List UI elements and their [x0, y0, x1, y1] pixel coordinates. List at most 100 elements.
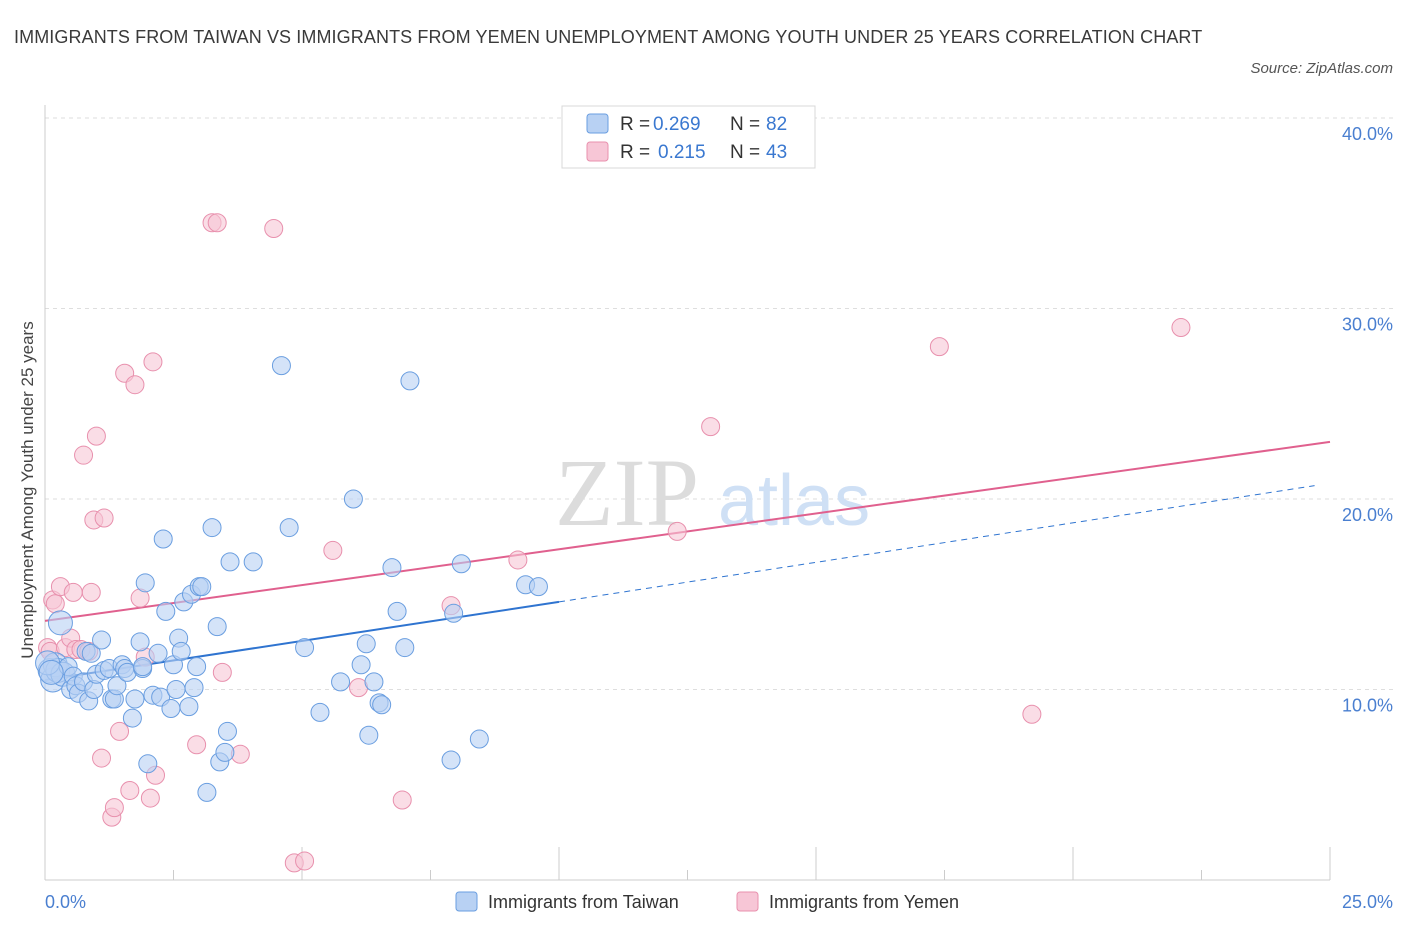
point-taiwan-73	[400, 371, 420, 391]
point-taiwan-60	[295, 638, 315, 658]
legend-swatch-yemen	[586, 141, 609, 162]
point-taiwan-57	[243, 552, 263, 572]
point-taiwan-50	[197, 782, 217, 802]
gridlines	[45, 117, 1393, 690]
point-taiwan-77	[469, 729, 489, 749]
y-tick-label-1: 20.0%	[1342, 505, 1393, 525]
point-taiwan-38	[161, 699, 181, 719]
point-taiwan-52	[207, 617, 227, 637]
point-taiwan-37	[156, 601, 176, 621]
point-yemen-19	[110, 721, 130, 741]
point-taiwan-51	[202, 518, 222, 538]
legend-swatch-taiwan	[586, 113, 609, 134]
point-taiwan-44	[179, 697, 199, 717]
point-yemen-3	[45, 594, 65, 614]
point-yemen-26	[143, 352, 163, 372]
point-yemen-18	[104, 798, 124, 818]
bottom-legend: Immigrants from Taiwan Immigrants from Y…	[455, 891, 959, 912]
legend-box: R = 0.269 N = 82 R = 0.215 N = 43	[561, 105, 816, 169]
watermark-atlas: atlas	[718, 461, 870, 541]
point-yemen-28	[187, 735, 207, 755]
legend-r-taiwan: 0.269	[653, 114, 701, 135]
point-yemen-14	[86, 426, 106, 446]
point-taiwan-81	[38, 659, 64, 685]
point-taiwan-14	[81, 643, 101, 663]
legend-r-yemen: 0.215	[658, 142, 706, 163]
point-yemen-42	[701, 417, 721, 437]
point-yemen-43	[929, 337, 949, 357]
bottom-legend-swatch-yemen	[736, 891, 759, 912]
point-yemen-12	[81, 582, 101, 602]
y-axis-label: Unemployment Among Youth under 25 years	[18, 321, 37, 658]
bottom-legend-label-taiwan: Immigrants from Taiwan	[488, 892, 679, 912]
point-taiwan-62	[331, 672, 351, 692]
point-taiwan-55	[217, 721, 237, 741]
point-yemen-25	[140, 788, 160, 808]
point-taiwan-61	[310, 702, 330, 722]
point-yemen-15	[92, 748, 112, 768]
point-taiwan-69	[372, 695, 392, 715]
point-taiwan-76	[451, 554, 471, 574]
point-taiwan-40	[166, 680, 186, 699]
axes	[44, 105, 1331, 881]
point-taiwan-64	[351, 655, 371, 675]
point-taiwan-66	[359, 725, 379, 745]
point-yemen-16	[94, 508, 114, 528]
point-taiwan-59	[279, 518, 299, 538]
point-taiwan-47	[187, 657, 207, 677]
point-taiwan-17	[92, 630, 112, 650]
legend-r-label-yemen: R =	[620, 142, 650, 163]
point-taiwan-63	[343, 489, 363, 509]
point-yemen-36	[323, 540, 343, 560]
point-taiwan-46	[184, 678, 204, 698]
point-yemen-30	[207, 213, 227, 233]
point-yemen-10	[74, 445, 94, 465]
point-yemen-35	[295, 851, 315, 871]
point-yemen-21	[120, 780, 140, 800]
legend-n-taiwan: 82	[766, 114, 787, 135]
point-taiwan-28	[130, 632, 150, 652]
legend-n-yemen: 43	[766, 142, 787, 163]
point-taiwan-67	[364, 672, 384, 692]
point-taiwan-54	[215, 742, 235, 762]
point-taiwan-31	[135, 573, 155, 593]
point-yemen-45	[1171, 318, 1191, 338]
point-taiwan-4	[47, 610, 73, 636]
y-tick-label-0: 10.0%	[1342, 696, 1393, 716]
point-taiwan-75	[444, 603, 464, 623]
point-taiwan-30	[133, 657, 153, 677]
legend-r-label-taiwan: R =	[620, 114, 650, 135]
data-points	[35, 213, 1191, 873]
point-taiwan-70	[382, 558, 402, 578]
point-taiwan-56	[220, 552, 240, 572]
legend-n-label-taiwan: N =	[730, 114, 760, 135]
point-yemen-22	[125, 375, 145, 395]
point-taiwan-71	[387, 601, 407, 621]
point-taiwan-27	[125, 689, 145, 709]
point-yemen-31	[212, 662, 232, 682]
point-taiwan-65	[356, 634, 376, 654]
point-taiwan-36	[153, 529, 173, 549]
point-yemen-44	[1022, 704, 1042, 724]
point-taiwan-22	[107, 676, 127, 696]
legend-n-label-yemen: N =	[730, 142, 760, 163]
x-tick-max: 25.0%	[1342, 892, 1393, 912]
point-yemen-40	[508, 550, 528, 570]
chart-title: IMMIGRANTS FROM TAIWAN VS IMMIGRANTS FRO…	[14, 27, 1203, 47]
source-label: Source: ZipAtlas.com	[1250, 60, 1393, 77]
point-taiwan-32	[138, 754, 158, 774]
point-taiwan-49	[192, 577, 212, 597]
trend-line-yemen	[44, 440, 1331, 622]
point-taiwan-58	[271, 356, 291, 376]
point-yemen-33	[264, 218, 284, 238]
y-tick-label-2: 30.0%	[1342, 315, 1393, 335]
bottom-legend-label-yemen: Immigrants from Yemen	[769, 892, 959, 912]
point-taiwan-34	[148, 643, 168, 663]
x-tick-min: 0.0%	[45, 892, 86, 912]
point-taiwan-26	[122, 708, 142, 728]
point-taiwan-79	[528, 577, 548, 597]
point-taiwan-74	[441, 750, 461, 770]
watermark: ZIP atlas	[555, 439, 870, 546]
point-yemen-7	[63, 582, 83, 602]
